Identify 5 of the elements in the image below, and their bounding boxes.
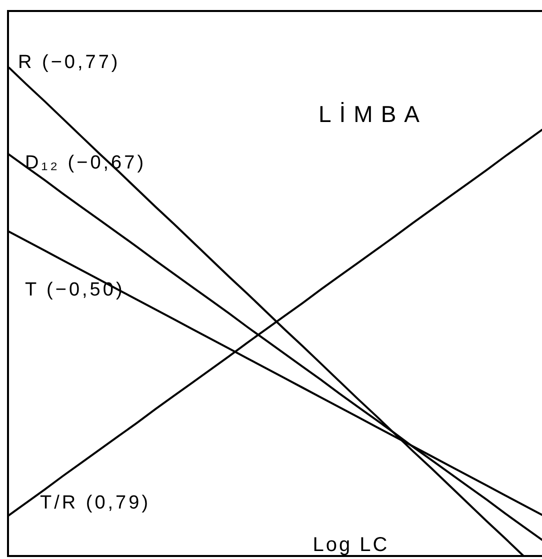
series-label: R (−0,77) xyxy=(18,52,120,74)
series-label: T/R (0,79) xyxy=(40,492,151,514)
text: LİMBA xyxy=(318,101,428,127)
series-label: T (−0,50) xyxy=(25,280,125,301)
x-axis-title: Log LC xyxy=(312,534,390,556)
